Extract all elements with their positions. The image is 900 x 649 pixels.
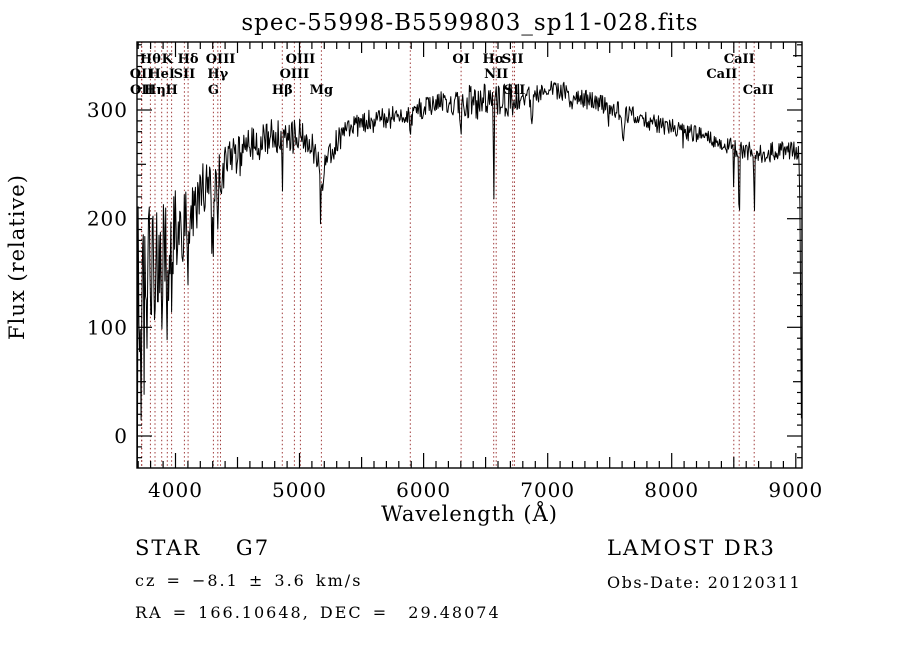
spectral-line-label: SII bbox=[174, 67, 196, 82]
spectral-line-label: Hδ bbox=[178, 52, 199, 67]
spectral-line-label: CaII bbox=[706, 67, 737, 82]
spectral-line-label: CaII bbox=[724, 52, 755, 67]
y-tick-label: 100 bbox=[87, 315, 128, 339]
plot-title: spec-55998-B5599803_sp11-028.fits bbox=[241, 10, 699, 36]
spectrum-trace bbox=[136, 80, 802, 468]
x-axis-label: Wavelength (Å) bbox=[381, 502, 558, 526]
spectral-line-label: OI bbox=[452, 52, 469, 67]
spectral-line-label: OIII bbox=[206, 52, 236, 67]
spectral-line-label: OII bbox=[130, 83, 154, 98]
spectral-line-label: G bbox=[208, 83, 219, 98]
spectral-line-label: OII bbox=[130, 67, 154, 82]
obs-date-label: Obs-Date: 20120311 bbox=[607, 573, 802, 592]
x-tick-label: 4000 bbox=[148, 478, 203, 502]
spectral-line-label: CaII bbox=[743, 83, 774, 98]
spectral-line-label: OIII bbox=[280, 67, 310, 82]
spectral-line-label: NII bbox=[484, 67, 508, 82]
spectral-line-label: Hγ bbox=[207, 67, 228, 82]
x-tick-label: 9000 bbox=[768, 478, 823, 502]
y-tick-label: 0 bbox=[114, 424, 128, 448]
spectral-line-label: H bbox=[165, 83, 177, 98]
y-tick-label: 300 bbox=[87, 98, 128, 122]
y-tick-label: 200 bbox=[87, 207, 128, 231]
spectral-line-label: HeI bbox=[148, 67, 175, 82]
x-tick-label: 7000 bbox=[520, 478, 575, 502]
radial-velocity-label: cz = −8.1 ± 3.6 km/s bbox=[135, 571, 363, 590]
x-tick-label: 8000 bbox=[644, 478, 699, 502]
plot-frame bbox=[136, 41, 803, 469]
ra-dec-label: RA = 166.10648, DEC = 29.48074 bbox=[135, 603, 501, 622]
spectral-line-label: Hθ bbox=[140, 52, 161, 67]
survey-label: LAMOST DR3 bbox=[607, 536, 776, 560]
x-tick-label: 6000 bbox=[396, 478, 451, 502]
object-class-label: STAR G7 bbox=[135, 536, 271, 560]
spectral-line-label: Hη bbox=[144, 83, 166, 98]
spectral-line-label: SII bbox=[502, 52, 524, 67]
spectral-line-label: OIII bbox=[286, 52, 316, 67]
x-tick-label: 5000 bbox=[272, 478, 327, 502]
spectral-line-label: Hα bbox=[483, 52, 505, 67]
spectral-line-label: K bbox=[162, 52, 174, 67]
spectral-line-label: Mg bbox=[310, 83, 333, 98]
spectral-line-label: Hβ bbox=[272, 83, 293, 98]
